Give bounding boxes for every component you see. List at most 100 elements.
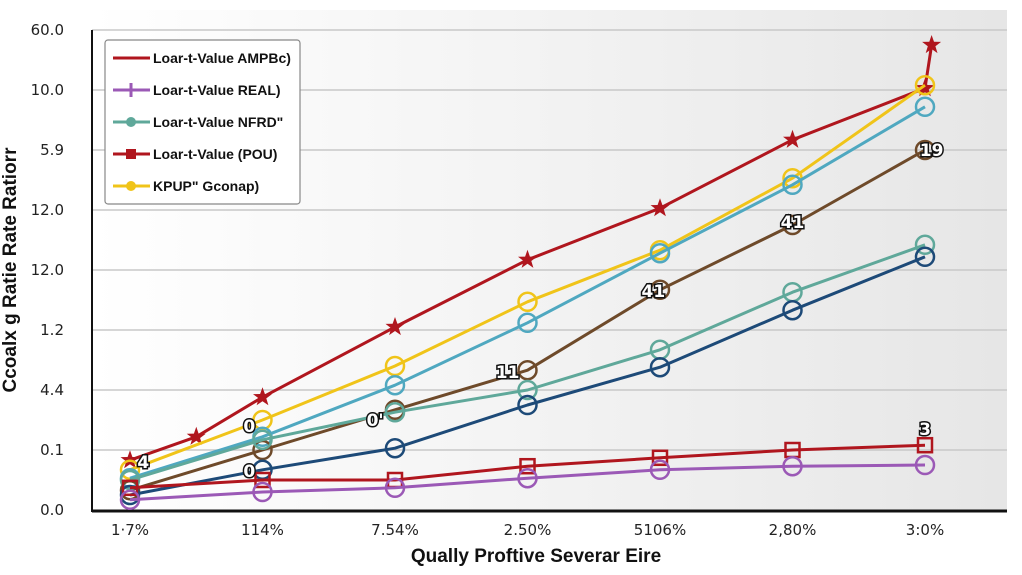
data-point <box>914 74 936 96</box>
legend-label: Loar-t-Value (POU) <box>153 146 277 162</box>
gridlines <box>92 29 1007 451</box>
data-point <box>119 489 141 511</box>
legend-item: Loar-t-Value REAL) <box>113 82 281 98</box>
data-point <box>384 401 406 423</box>
data-point <box>517 467 538 489</box>
series-line <box>129 255 926 497</box>
data-point <box>922 35 942 54</box>
annotations: 4 0 0 0' 11 41 41 19 3 <box>136 140 945 484</box>
data-label: 0' <box>367 411 384 431</box>
series-0 <box>120 35 942 469</box>
legend-square-icon <box>126 149 136 159</box>
x-tick-label: 5106% <box>634 521 686 539</box>
data-point <box>120 450 140 469</box>
y-axis-ticks: 0.0 0.1 4.4 1.2 12.0 12.0 5.9 10.0 60.0 <box>31 21 64 519</box>
data-point <box>121 479 139 497</box>
data-point <box>119 469 141 491</box>
legend-circle-icon <box>126 181 136 191</box>
data-point <box>517 359 538 381</box>
data-point <box>650 198 670 217</box>
y-axis-title: Ccoalx g Ratie Rate Ratiorr <box>0 147 21 393</box>
data-point <box>384 374 406 396</box>
data-point <box>782 214 803 236</box>
data-label: 41 <box>642 282 666 302</box>
y-tick-label: 12.0 <box>31 261 64 279</box>
x-tick-label: 1·7% <box>111 521 149 539</box>
y-tick-label: 5.9 <box>40 141 64 159</box>
data-point <box>914 234 936 256</box>
legend-box <box>104 39 301 205</box>
y-tick-label: 12.0 <box>31 201 64 219</box>
series-6 <box>121 436 934 497</box>
legend-item: KPUP" Gconap) <box>113 178 259 194</box>
data-point <box>517 379 538 401</box>
data-point <box>915 78 935 97</box>
series-line <box>129 105 926 480</box>
series-5 <box>119 246 936 506</box>
data-point <box>914 246 936 268</box>
data-point <box>782 299 803 321</box>
data-point <box>518 249 537 268</box>
data-point <box>649 459 671 481</box>
data-point <box>252 481 273 503</box>
series-group <box>119 35 942 511</box>
data-point <box>253 387 272 406</box>
data-point <box>252 429 273 451</box>
y-tick-label: 1.2 <box>40 321 64 339</box>
x-axis-title: Qually Proftive Severar Eire <box>411 546 661 567</box>
data-point <box>517 312 538 334</box>
y-tick-label: 4.4 <box>40 381 64 399</box>
x-tick-label: 7.54% <box>371 521 419 539</box>
y-tick-label: 10.0 <box>31 81 64 99</box>
x-axis-ticks: 1·7% 114% 7.54% 2.50% 5106% 2,80% 3:0% <box>111 521 944 539</box>
legend-label: Loar-t-Value REAL) <box>153 82 281 98</box>
series-line <box>129 83 926 472</box>
data-point <box>914 139 936 161</box>
data-point <box>649 356 671 378</box>
data-point <box>914 96 936 118</box>
data-point <box>649 242 671 264</box>
data-point <box>916 436 934 454</box>
data-label: 4 <box>137 453 149 473</box>
data-point <box>519 457 536 475</box>
data-point <box>649 279 671 301</box>
x-tick-label: 2,80% <box>769 521 817 539</box>
data-point <box>914 454 936 476</box>
series-line <box>129 443 926 490</box>
x-tick-label: 114% <box>241 521 284 539</box>
series-line <box>129 463 926 502</box>
legend: Loar-t-Value AMPBc) Loar-t-Value REAL) Loa… <box>104 39 301 205</box>
data-point <box>186 426 206 445</box>
y-tick-label: 60.0 <box>31 21 64 39</box>
data-point <box>651 449 669 467</box>
legend-label: Loar-t-Value NFRD" <box>153 114 283 130</box>
data-point <box>384 477 406 499</box>
legend-circle-icon <box>126 117 136 127</box>
data-point <box>783 129 802 148</box>
legend-label: Loar-t-Value AMPBc) <box>153 50 291 66</box>
legend-item: Loar-t-Value NFRD" <box>113 114 283 130</box>
data-point <box>384 437 406 459</box>
series-7 <box>119 454 936 511</box>
series-line <box>129 243 926 482</box>
x-tick-label: 2.50% <box>504 521 552 539</box>
data-point <box>517 291 538 313</box>
data-label: 11 <box>496 363 520 383</box>
legend-item: Loar-t-Value (POU) <box>113 146 277 162</box>
data-label: 0 <box>243 462 255 482</box>
data-point <box>782 174 803 196</box>
data-label: 0 <box>243 417 255 437</box>
data-point <box>517 394 538 416</box>
data-label: 19 <box>920 141 944 161</box>
legend-label: KPUP" Gconap) <box>153 178 259 194</box>
legend-item: Loar-t-Value AMPBc) <box>113 50 291 66</box>
data-point <box>782 455 803 477</box>
data-point <box>385 317 405 336</box>
data-label: 3 <box>919 420 931 440</box>
y-tick-label: 0.1 <box>40 441 64 459</box>
x-tick-label: 3:0% <box>906 521 944 539</box>
data-label: 41 <box>781 213 805 233</box>
y-tick-label: 0.0 <box>40 501 64 519</box>
data-point <box>254 471 271 489</box>
